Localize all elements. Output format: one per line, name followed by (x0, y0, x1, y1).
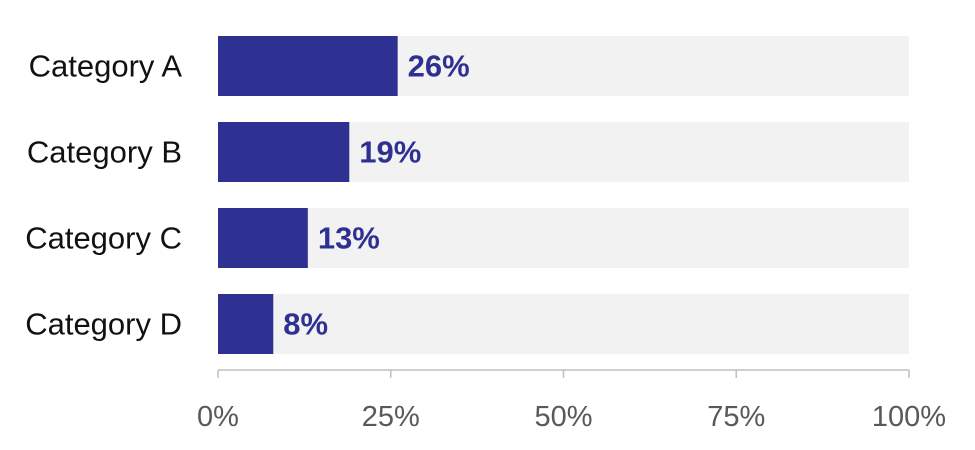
bar (218, 294, 274, 354)
category-label: Category D (25, 307, 182, 342)
x-tick-labels: 0% 25% 50% 75% 100% (197, 401, 946, 433)
data-label: 13% (318, 221, 380, 256)
bar-track (218, 294, 909, 354)
background-tracks (218, 36, 909, 354)
category-label: Category C (25, 221, 182, 256)
category-label: Category A (29, 49, 183, 84)
bar (218, 122, 350, 182)
bars (218, 36, 398, 354)
data-label: 19% (359, 135, 421, 170)
x-tick-label: 0% (197, 401, 239, 433)
bar (218, 36, 398, 96)
bar-track (218, 208, 909, 268)
category-label: Category B (27, 135, 182, 170)
category-labels: Category A Category B Category C Category D (25, 49, 182, 342)
x-ticks (217, 370, 910, 378)
data-label: 26% (408, 49, 470, 84)
data-label: 8% (283, 307, 328, 342)
bar (218, 208, 308, 268)
data-labels: 26% 19% 13% 8% (283, 49, 469, 342)
x-tick-label: 75% (707, 401, 765, 433)
x-tick-label: 50% (534, 401, 592, 433)
x-tick-label: 25% (362, 401, 420, 433)
x-tick-label: 100% (872, 401, 946, 433)
x-axis: 0% 25% 50% 75% 100% (197, 369, 946, 433)
